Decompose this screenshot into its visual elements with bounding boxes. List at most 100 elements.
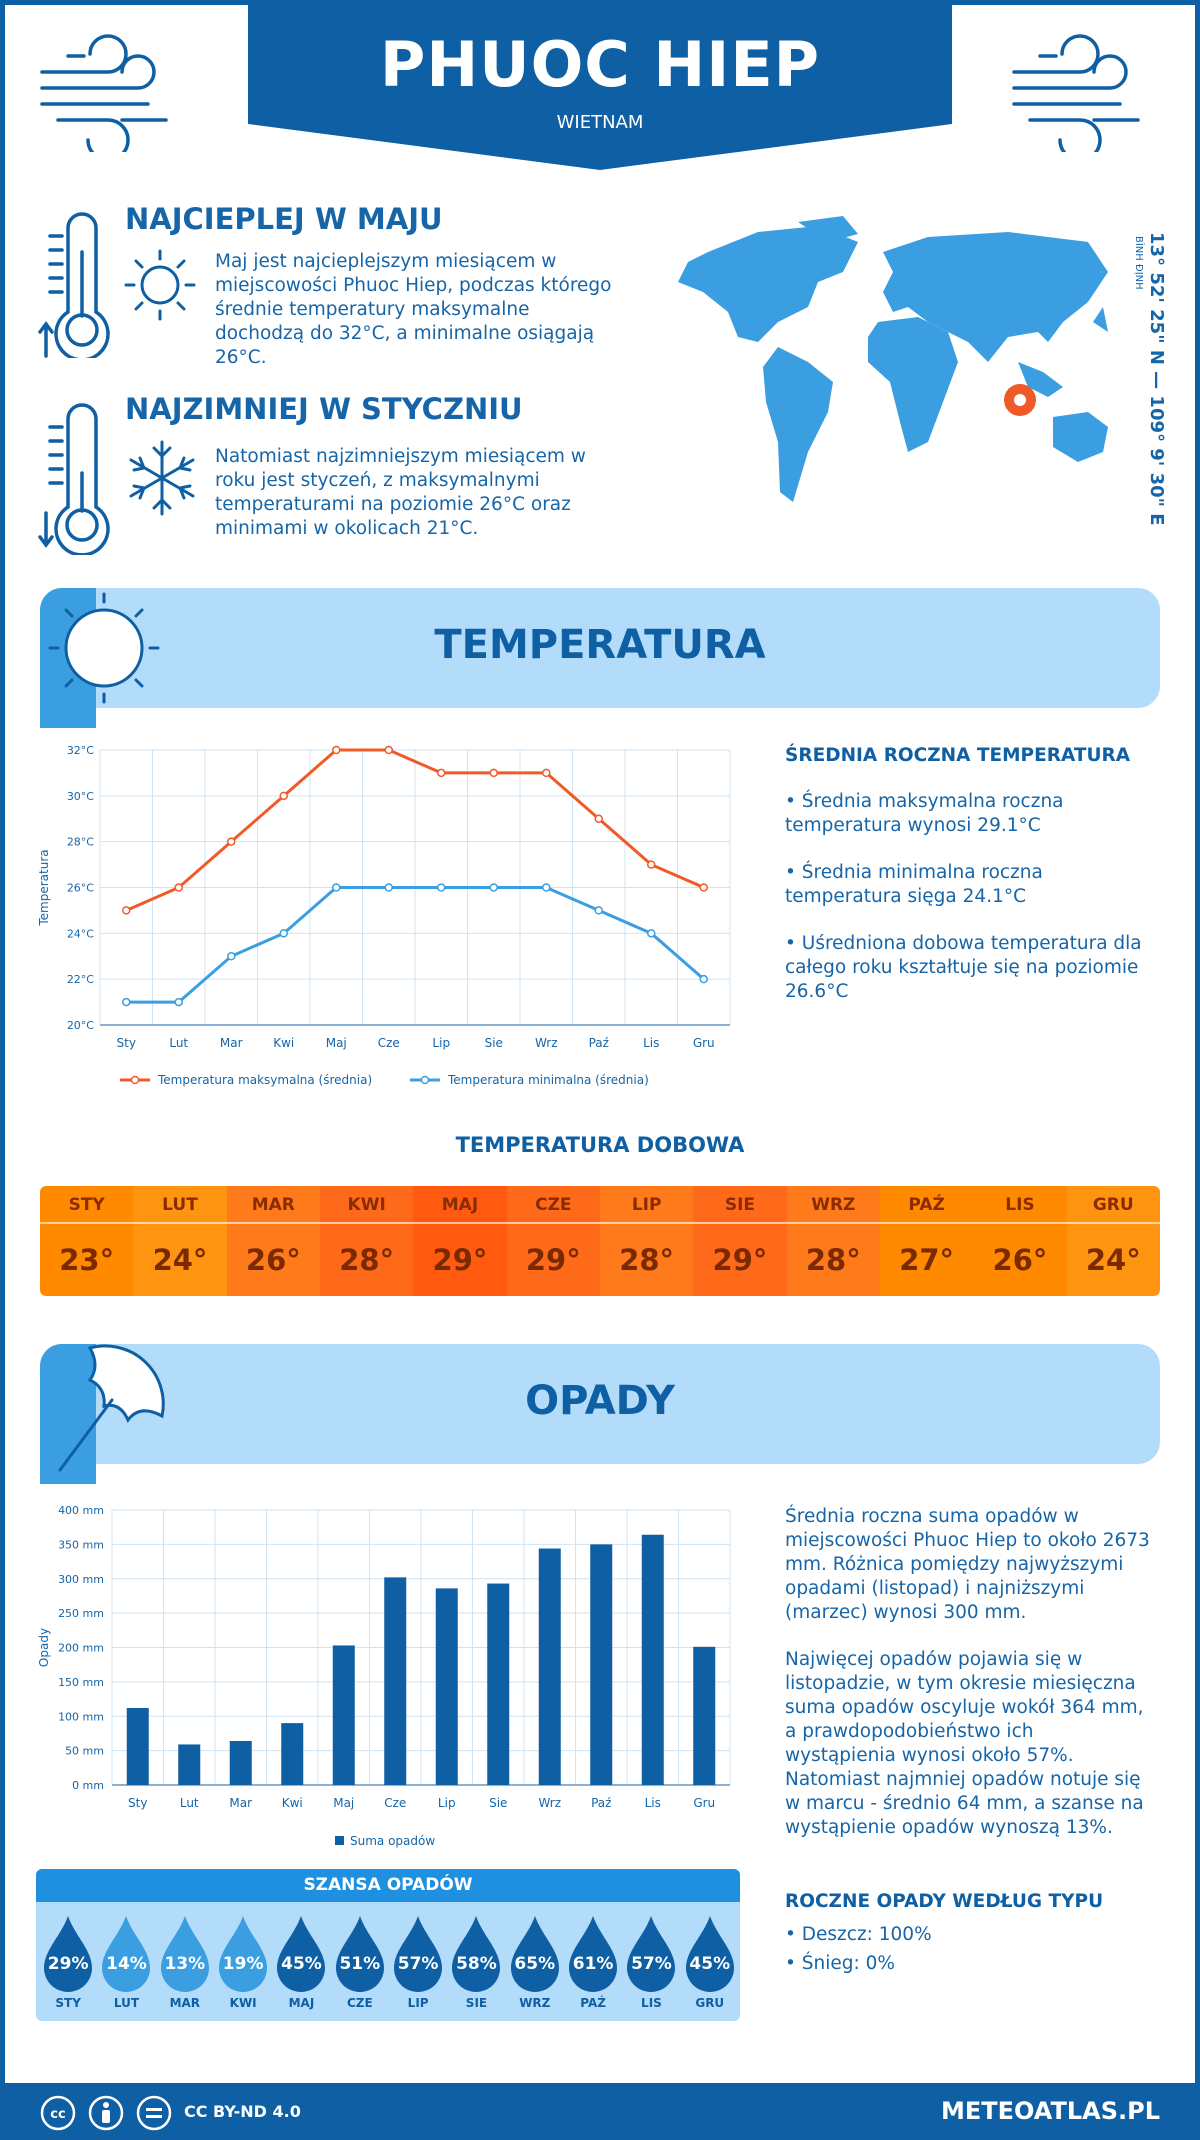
precipitation-bar [229,1741,252,1785]
daily-temperature-cell: GRU 24° [1066,1186,1160,1296]
data-point [594,814,603,823]
x-tick-label: Gru [693,1036,715,1050]
x-tick-label: Lip [438,1796,456,1810]
data-point [489,768,498,778]
data-point [332,745,341,755]
raindrop-icon [102,1916,151,1992]
month-label: LIS [973,1186,1067,1224]
x-tick-label: Wrz [535,1036,558,1050]
x-tick-label: Paź [589,1036,609,1050]
rain-chance-drop: 61% PAŹ [564,1902,620,2021]
daily-temperature-value: 26° [992,1243,1048,1277]
precipitation-type-snow: • Śnieg: 0% [785,1953,895,1974]
rain-chance-value: 29% [47,1954,89,1974]
svg-text:cc: cc [50,2107,65,2122]
raindrop-icon [627,1916,676,1992]
data-point [489,883,498,892]
x-tick-label: Cze [378,1036,400,1050]
month-label: CZE [506,1186,600,1224]
data-point [699,883,708,892]
daily-temperature-cell: LIP 28° [599,1186,694,1296]
daily-temperature-value: 26° [245,1243,301,1277]
precipitation-bar [538,1548,561,1785]
rain-chance-month: LIP [407,1996,429,2010]
data-point [279,791,288,801]
raindrop-icon [219,1916,268,1992]
legend-label: Suma opadów [350,1834,435,1848]
brand-link[interactable]: METEOATLAS.PL [940,2097,1160,2125]
precipitation-bar [435,1588,458,1785]
temperature-bullet: • Uśredniona dobowa temperatura dla całe… [785,933,1142,1002]
daily-temperature-cell: CZE 29° [506,1186,600,1296]
raindrop-icon [510,1916,559,1992]
rain-chance-value: 14% [106,1954,147,1974]
rain-chance-month: KWI [229,1996,257,2010]
precipitation-chance-drops: 29% STY 14% LUT 13% MAR 19% KWI 45% MAJ 51% CZE 57% L… [36,1902,740,2021]
y-tick-label: 150 mm [58,1676,104,1689]
y-tick-label: 0 mm [72,1779,104,1792]
precipitation-bar [281,1723,304,1785]
temperature-title: TEMPERATURA [434,622,766,668]
data-point [227,837,236,846]
legend-marker [130,1075,140,1085]
x-tick-label: Lip [432,1036,450,1050]
no-derivatives-icon [136,2095,172,2135]
rain-chance-month: PAŹ [580,1996,606,2010]
x-tick-label: Kwi [273,1036,294,1050]
x-tick-label: Wrz [538,1796,561,1810]
rain-chance-value: 57% [397,1954,439,1974]
warmest-text: Maj jest najcieplejszym miesiącem w miej… [215,251,612,368]
data-point [384,745,393,755]
legend-swatch [335,1836,344,1845]
wind-icon [38,22,172,162]
series-line [126,886,705,1004]
rain-chance-month: MAR [169,1996,201,2010]
rain-chance-drop: 45% MAJ [272,1902,328,2021]
daily-temperature-table: STY 23° LUT 24° MAR 26° KWI 28° MAJ 29° CZE 29° LIP 2… [40,1186,1160,1296]
attribution-icon [88,2095,124,2135]
y-tick-label: 32°C [67,744,94,757]
x-tick-label: Sty [128,1796,147,1810]
x-tick-label: Lis [645,1796,661,1810]
y-tick-label: 400 mm [58,1504,104,1517]
temperature-header-bar [40,588,1160,708]
temperature-bullet: • Średnia minimalna roczna temperatura s… [785,862,1043,907]
precipitation-chance-title: SZANSA OPADÓW [36,1869,740,1902]
data-point [174,997,183,1007]
y-tick-label: 100 mm [58,1710,104,1723]
month-label: MAJ [413,1186,507,1224]
data-point [122,997,131,1007]
world-map [668,212,1128,516]
daily-temperature-cell: KWI 28° [319,1186,414,1296]
rain-chance-month: WRZ [519,1996,551,2010]
x-tick-label: Gru [693,1796,715,1810]
daily-temperature-cell: SIE 29° [693,1186,787,1296]
coldest-text: Natomiast najzimniejszym miesiącem w rok… [215,446,586,539]
data-point [647,860,656,869]
rain-chance-drop: 51% CZE [331,1902,387,2021]
precipitation-bar [641,1534,664,1785]
rain-chance-value: 13% [164,1954,206,1974]
y-tick-label: 26°C [67,882,94,895]
data-point [437,883,446,892]
precipitation-bar [384,1577,407,1785]
rain-chance-drop: 29% STY [39,1902,95,2021]
y-tick-label: 30°C [67,790,94,803]
y-axis-label: Temperatura [37,849,51,926]
rain-chance-month: LIS [641,1996,662,2010]
x-tick-label: Lis [643,1036,659,1050]
precipitation-summary: Średnia roczna suma opadów w miejscowośc… [785,1506,1150,1623]
daily-temperature-cell: LIS 26° [973,1186,1067,1296]
daily-temperature-cell: LUT 24° [133,1186,227,1296]
daily-temperature-value: 28° [805,1243,861,1277]
daily-temperature-value: 27° [899,1243,955,1277]
rain-chance-drop: 65% WRZ [506,1902,562,2021]
rain-chance-month: MAJ [288,1996,315,2010]
y-tick-label: 28°C [67,836,94,849]
y-tick-label: 50 mm [65,1745,104,1758]
daily-temperature-title: TEMPERATURA DOBOWA [455,1133,745,1157]
rain-chance-month: GRU [695,1996,725,2010]
precipitation-bar [178,1744,201,1785]
rain-chance-drop: 57% LIP [389,1902,445,2021]
coldest-title: NAJZIMNIEJ W STYCZNIU [125,392,523,426]
